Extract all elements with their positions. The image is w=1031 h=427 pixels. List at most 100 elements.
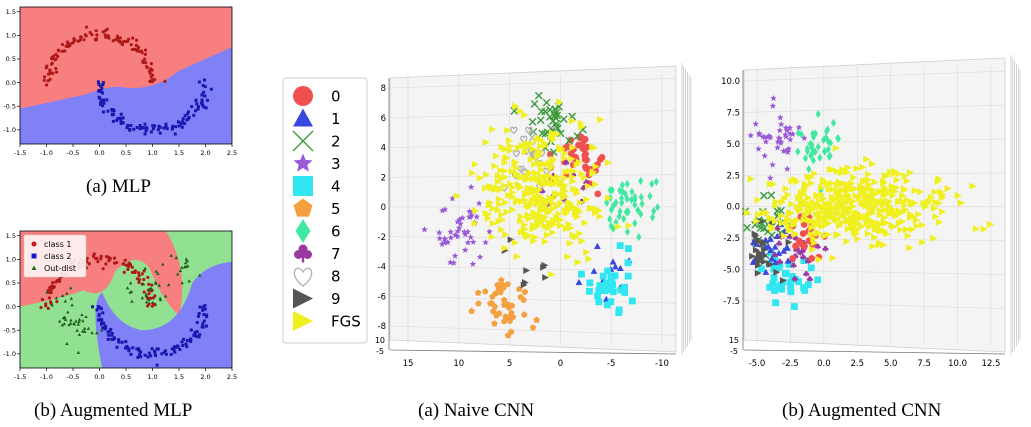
point-FGS (826, 199, 834, 208)
x-tick-label: 15 (403, 359, 414, 369)
point-FGS (919, 238, 927, 246)
point-6 (617, 186, 623, 195)
point-4 (611, 272, 619, 280)
class-1-point (143, 52, 148, 56)
legend-label: 4 (331, 178, 341, 196)
point-FGS (505, 191, 513, 199)
class-2-point (99, 322, 103, 326)
class-2-point (205, 313, 209, 317)
legend-marker-4 (293, 176, 313, 196)
class-1-point (60, 49, 64, 53)
point-7 (563, 159, 570, 166)
y-tick-label: -5.0 (723, 266, 740, 276)
out-dist-point (77, 320, 81, 324)
class-2-point (173, 350, 177, 354)
point-4 (586, 287, 593, 295)
point-0 (575, 141, 582, 149)
point-3 (467, 233, 474, 241)
point-FGS (495, 195, 504, 203)
club-stem (817, 246, 819, 250)
point-FGS (792, 230, 800, 239)
club-stem (563, 199, 565, 203)
point-FGS (569, 117, 577, 125)
point-6 (619, 198, 625, 207)
class-2-point (100, 319, 104, 323)
point-FGS (798, 189, 806, 197)
class-2-point (202, 313, 206, 317)
legend-marker-9 (293, 288, 313, 309)
x-tick-label: 1.0 (147, 373, 157, 381)
point-0 (581, 155, 589, 163)
point-4 (624, 272, 632, 280)
point-5 (491, 320, 498, 327)
class-1-point (163, 79, 167, 84)
y-tick-label: 1.0 (6, 32, 16, 40)
point-FGS (559, 190, 567, 198)
z-tick-label: -5 (730, 347, 738, 356)
legend-label: 0 (331, 88, 341, 106)
point-FGS (580, 174, 588, 182)
point-FGS (565, 220, 573, 228)
point-FGS (521, 174, 529, 182)
point-FGS (509, 183, 517, 192)
point-4 (800, 257, 808, 264)
class-1-point (134, 38, 139, 42)
point-6 (610, 201, 616, 210)
class-2-point (192, 333, 196, 337)
point-FGS (972, 225, 981, 233)
class-2-point (164, 122, 168, 126)
out-dist-point (100, 328, 104, 332)
mlp-legend: class 1 class 2 Out-dist (23, 234, 87, 278)
out-dist-point (184, 265, 188, 269)
point-FGS (912, 216, 921, 224)
point-FGS (772, 202, 780, 210)
point-3 (421, 226, 428, 233)
point-FGS (880, 241, 888, 249)
point-FGS (782, 185, 790, 193)
class-2-point (104, 326, 108, 330)
scatter-points (741, 95, 995, 310)
class-2-point (158, 131, 162, 135)
point-3 (769, 161, 776, 168)
point-5 (529, 324, 537, 331)
point-FGS (592, 209, 600, 217)
point-FGS (885, 198, 893, 206)
point-FGS (489, 219, 497, 228)
legend-label: FGS (331, 313, 361, 331)
point-FGS (501, 167, 509, 175)
point-FGS (924, 199, 932, 207)
club-lobe (580, 186, 584, 190)
club-stem (776, 228, 778, 232)
class-1-point (104, 35, 108, 39)
point-FGS (498, 211, 506, 219)
point-4 (777, 281, 785, 289)
class-1-point (84, 25, 89, 29)
point-FGS (844, 225, 853, 233)
point-FGS (784, 191, 792, 199)
class-2-point (171, 126, 175, 130)
out-dist-point (198, 273, 202, 277)
class-2-point (181, 120, 185, 124)
point-FGS (883, 230, 891, 238)
point-9 (761, 246, 768, 254)
point-FGS (804, 206, 812, 214)
x-tick-label: 1.5 (174, 373, 184, 381)
point-3 (454, 233, 461, 240)
point-0 (799, 230, 807, 238)
point-FGS (511, 158, 519, 166)
point-6 (830, 118, 837, 127)
point-4 (599, 272, 607, 280)
class-1-point (101, 30, 105, 34)
point-FGS (500, 182, 509, 190)
point-3 (438, 240, 446, 247)
class-1-point (50, 57, 54, 61)
point-FGS (843, 216, 851, 224)
point-FGS (521, 111, 529, 119)
point-4 (586, 279, 594, 287)
club-lobe (776, 242, 780, 246)
point-FGS (836, 186, 844, 195)
class-2-point (150, 347, 154, 351)
point-FGS (562, 168, 570, 176)
point-FGS (866, 223, 874, 231)
point-FGS (469, 169, 477, 177)
